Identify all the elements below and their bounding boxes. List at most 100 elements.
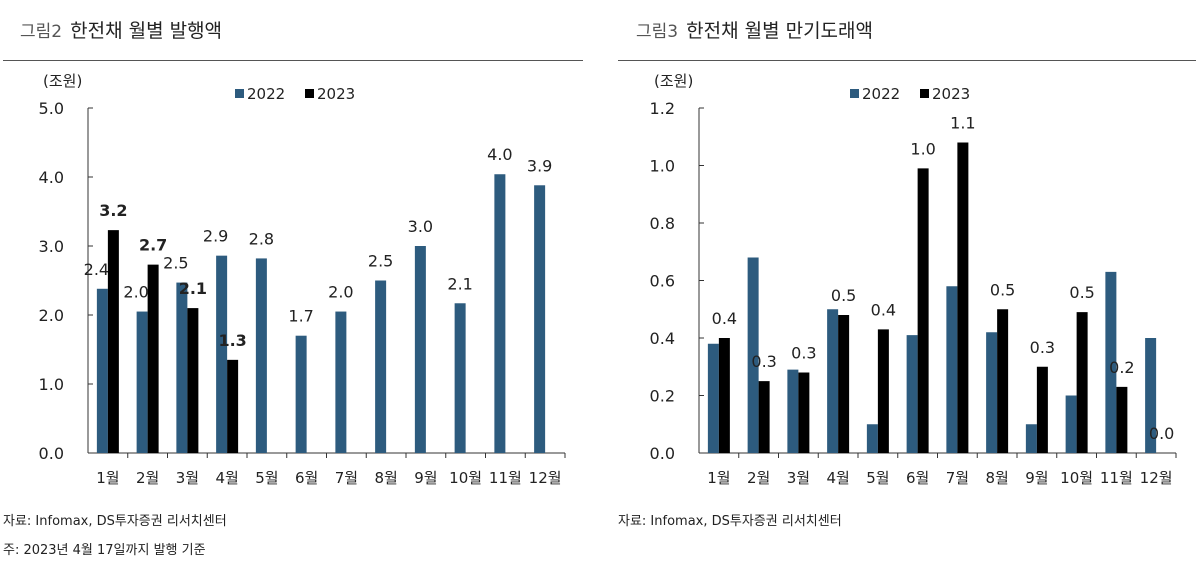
title-divider	[618, 60, 1196, 61]
legend-label-2023: 2023	[932, 85, 970, 103]
bar-2023	[187, 308, 199, 453]
legend-swatch-2022	[850, 89, 859, 98]
bar-2022	[906, 335, 918, 453]
bar-2023	[718, 338, 730, 453]
bar-2022	[1105, 271, 1117, 453]
x-tick-label: 2월	[136, 469, 159, 487]
data-label-2023: 0.3	[1030, 338, 1055, 357]
bar-2022	[96, 288, 108, 453]
x-tick-label: 7월	[946, 469, 969, 487]
data-label-2023: 3.2	[99, 201, 127, 220]
x-tick-label: 9월	[1025, 469, 1048, 487]
data-label-2023: 1.3	[218, 331, 246, 350]
bar-2023	[838, 315, 850, 453]
y-tick-label: 0.2	[650, 387, 675, 406]
chart-right: 0.0 0.2 0.4 0.6 0.8 1.0 1.2 (조원) 2022 2023 1월 0.4 2월…	[650, 72, 1177, 487]
bar-2023	[877, 329, 889, 453]
title-text: 한전채 월별 만기도래액	[686, 20, 873, 42]
data-label-2022: 2.0	[328, 283, 353, 302]
legend-swatch-2023	[305, 89, 314, 98]
bar-2022	[136, 311, 148, 453]
data-label-2023: 0.2	[1109, 358, 1134, 377]
data-label-2023: 1.1	[950, 114, 975, 133]
title-text: 한전채 월별 발행액	[70, 20, 223, 42]
data-label-2022: 3.0	[408, 217, 433, 236]
legend-label-2023: 2023	[317, 85, 355, 103]
bar-2023	[798, 372, 810, 453]
data-label-2023: 0.3	[791, 344, 816, 363]
x-tick-label: 3월	[787, 469, 810, 487]
y-tick-label: 4.0	[39, 168, 64, 187]
x-tick-label: 3월	[176, 469, 199, 487]
y-tick-label: 5.0	[39, 99, 64, 118]
footnote-left: 주: 2023년 4월 17일까지 발행 기준	[3, 543, 206, 558]
x-tick-label: 12월	[1140, 469, 1173, 487]
legend-label-2022: 2022	[247, 85, 285, 103]
bar-2022	[827, 309, 839, 453]
y-tick-label: 0.0	[39, 444, 64, 463]
y-tick-label: 0.0	[650, 444, 675, 463]
y-tick-label: 1.0	[39, 375, 64, 394]
figure-number: 그림2	[20, 22, 63, 42]
bar-2022	[1145, 338, 1157, 453]
data-label-2023: 0.3	[751, 352, 776, 371]
x-tick-label: 8월	[374, 469, 397, 487]
bar-2023	[1076, 312, 1088, 453]
x-tick-label: 5월	[255, 469, 278, 487]
bar-2022	[707, 343, 719, 453]
data-label-2022: 2.8	[249, 229, 274, 248]
x-tick-label: 12월	[529, 469, 562, 487]
x-tick-label: 7월	[335, 469, 358, 487]
data-label-2023: 2.1	[179, 279, 207, 298]
bar-2022	[454, 303, 466, 453]
chart-left: 0.0 1.0 2.0 3.0 4.0 5.0 (조원) 2022 2023 1월 2.4 3.2 2월…	[39, 72, 566, 487]
bar-2022	[787, 369, 799, 453]
x-tick-label: 5월	[866, 469, 889, 487]
y-tick-label: 2.0	[39, 306, 64, 325]
data-label-2022: 2.5	[368, 252, 393, 271]
x-tick-label: 9월	[414, 469, 437, 487]
bar-2022	[295, 335, 307, 453]
data-label-2022: 2.0	[123, 283, 148, 302]
bar-2022	[534, 185, 546, 453]
bar-2022	[335, 311, 347, 453]
bar-2022	[176, 282, 188, 453]
data-label-2022: 1.7	[288, 307, 313, 326]
source-left: 자료: Infomax, DS투자증권 리서치센터	[3, 514, 227, 529]
bar-2023	[957, 142, 969, 453]
bar-2022	[866, 424, 878, 453]
data-label-2023: 0.0	[1149, 424, 1174, 443]
bar-2022	[494, 174, 506, 454]
bar-2022	[375, 280, 387, 453]
x-tick-label: 1월	[707, 469, 730, 487]
bar-2022	[946, 286, 958, 453]
data-label-2022: 2.4	[84, 260, 109, 279]
legend-swatch-2023	[920, 89, 929, 98]
bar-2022	[414, 246, 426, 453]
bar-2023	[227, 359, 239, 453]
x-tick-label: 4월	[826, 469, 849, 487]
bar-2022	[986, 332, 998, 453]
y-tick-label: 0.4	[650, 329, 675, 348]
x-tick-label: 8월	[985, 469, 1008, 487]
data-label-2023: 0.5	[831, 286, 856, 305]
chart-title-right: 그림3 한전채 월별 만기도래액	[636, 16, 873, 43]
figure-number: 그림3	[636, 22, 679, 42]
data-label-2022: 4.0	[487, 145, 512, 164]
y-tick-label: 1.2	[650, 99, 675, 118]
x-tick-label: 6월	[906, 469, 929, 487]
bar-2022	[216, 255, 228, 453]
data-label-2023: 2.7	[139, 236, 167, 255]
bar-2023	[107, 230, 119, 453]
legend-label-2022: 2022	[862, 85, 900, 103]
bar-2023	[758, 381, 770, 453]
bar-2023	[1036, 366, 1048, 453]
bar-2022	[255, 258, 267, 453]
bar-2023	[1116, 386, 1128, 453]
x-tick-label: 11월	[489, 469, 522, 487]
x-tick-label: 10월	[449, 469, 482, 487]
data-label-2023: 0.4	[871, 300, 896, 319]
data-label-2022: 2.1	[447, 274, 472, 293]
bar-2022	[1025, 424, 1037, 453]
